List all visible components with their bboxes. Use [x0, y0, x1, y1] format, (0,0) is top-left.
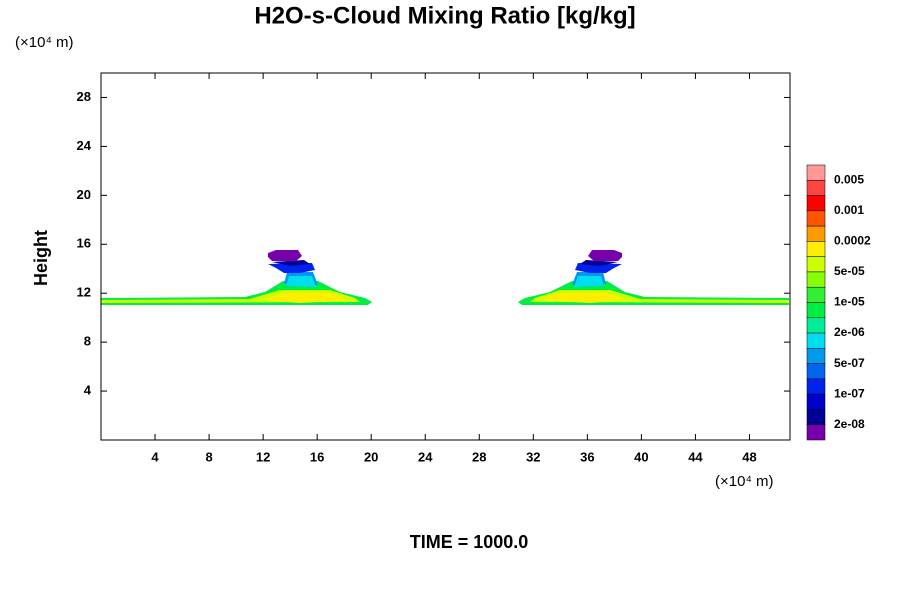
colorbar-label: 5e-05 — [834, 264, 865, 278]
cloud — [518, 250, 789, 305]
x-tick-label: 36 — [580, 449, 594, 464]
y-tick-label: 16 — [77, 236, 91, 251]
x-tick-label: 24 — [418, 449, 433, 464]
y-unit: (×10⁴ m) — [15, 34, 74, 51]
plot-frame — [100, 72, 791, 441]
colorbar-swatch — [806, 241, 826, 257]
colorbar-swatch — [806, 210, 826, 227]
colorbar-label: 1e-05 — [834, 295, 865, 309]
cloud-level — [540, 293, 628, 303]
cloud-level — [272, 260, 310, 266]
x-unit: (×10⁴ m) — [715, 473, 774, 490]
x-tick-label: 4 — [151, 449, 159, 464]
x-tick-label: 12 — [256, 449, 270, 464]
colorbar-swatch — [806, 424, 826, 441]
cloud-level — [268, 263, 315, 273]
colorbar-swatch — [806, 180, 826, 196]
y-tick-label: 4 — [84, 383, 92, 398]
x-tick-label: 20 — [364, 449, 378, 464]
y-tick-label: 12 — [77, 285, 91, 300]
time-label: TIME = 1000.0 — [410, 532, 529, 552]
colorbar-label: 5e-07 — [834, 356, 865, 370]
chart-title: H2O-s-Cloud Mixing Ratio [kg/kg] — [254, 2, 635, 29]
colorbar-label: 2e-06 — [834, 325, 865, 339]
colorbar-swatch — [806, 256, 826, 273]
x-tick-label: 28 — [472, 449, 486, 464]
colorbar-swatch — [806, 195, 826, 212]
y-tick-label: 8 — [84, 334, 91, 349]
colorbar-swatch — [806, 317, 826, 334]
colorbar-swatch — [806, 348, 826, 364]
cloud-level — [588, 250, 622, 261]
y-tick-label: 24 — [77, 138, 92, 153]
colorbar-label: 0.005 — [834, 172, 864, 186]
x-tick-label: 44 — [688, 449, 703, 464]
cloud-level — [574, 276, 604, 287]
y-tick-label: 28 — [77, 89, 91, 104]
colorbar-swatch — [806, 378, 826, 395]
cloud-level — [575, 263, 622, 273]
colorbar-label: 0.0002 — [834, 234, 871, 248]
cloud-level — [268, 250, 302, 261]
colorbar-label: 0.001 — [834, 203, 864, 217]
cloud-level — [286, 276, 316, 287]
colorbar-swatch — [806, 286, 826, 303]
colorbar-swatch — [806, 164, 826, 181]
x-tick-label: 32 — [526, 449, 540, 464]
cloud-level — [262, 293, 350, 303]
colorbar-swatch — [806, 225, 826, 242]
colorbar-swatch — [806, 363, 826, 380]
cloud — [101, 250, 372, 305]
x-tick-label: 48 — [742, 449, 756, 464]
x-tick-label: 8 — [205, 449, 212, 464]
colorbar-swatch — [806, 409, 826, 425]
colorbar-swatch — [806, 393, 826, 410]
x-tick-label: 40 — [634, 449, 648, 464]
colorbar-swatch — [806, 332, 826, 349]
cloud-level — [580, 260, 618, 266]
cloud-field — [101, 250, 789, 305]
colorbar-swatch — [806, 302, 826, 319]
y-tick-label: 20 — [77, 187, 91, 202]
y-axis-label: Height — [31, 230, 51, 286]
colorbar-label: 1e-07 — [834, 386, 865, 400]
colorbar-label: 2e-08 — [834, 417, 865, 431]
x-tick-label: 16 — [310, 449, 324, 464]
colorbar-swatch — [806, 271, 826, 288]
